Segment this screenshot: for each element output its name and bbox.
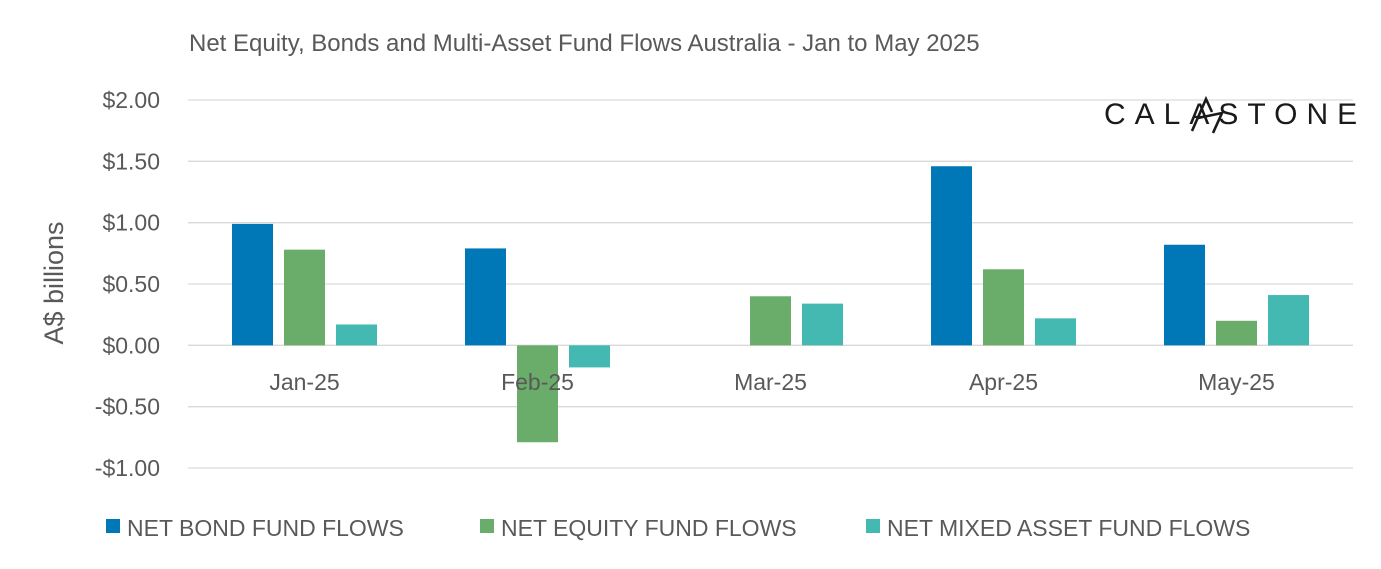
bar-net-bond-fund-flows-jan-25 [232,223,273,346]
legend-swatch [480,519,494,533]
y-tick-label: -$1.00 [95,455,160,481]
bar-net-bond-fund-flows-feb-25 [465,248,506,346]
y-axis-ticks: $2.00 $1.50 $1.00 $0.50 $0.00 -$0.50 -$1.00 [95,87,160,481]
bar-net-equity-fund-flows-may-25 [1216,320,1257,346]
bar-net-equity-fund-flows-jan-25 [284,249,325,346]
y-tick-label: $0.50 [102,271,160,297]
x-tick-label: Apr-25 [969,369,1038,395]
x-tick-label: May-25 [1198,369,1275,395]
chart-title: Net Equity, Bonds and Multi-Asset Fund F… [189,30,980,57]
bar-net-mixed-asset-fund-flows-mar-25 [802,303,843,346]
calastone-logo-mark [1190,95,1225,134]
bar-net-equity-fund-flows-mar-25 [750,296,791,346]
y-tick-label: -$0.50 [95,394,160,420]
legend-swatch [866,519,880,533]
x-tick-label: Mar-25 [734,369,807,395]
y-tick-label: $1.50 [102,148,160,174]
bar-net-bond-fund-flows-may-25 [1164,244,1205,346]
x-tick-label: Feb-25 [501,369,574,395]
x-axis-ticks: Jan-25 Feb-25 Mar-25 Apr-25 May-25 [269,369,1275,395]
bar-net-mixed-asset-fund-flows-apr-25 [1035,318,1076,346]
y-tick-label: $0.00 [102,332,160,358]
legend-label: NET BOND FUND FLOWS [127,515,404,541]
bar-net-equity-fund-flows-feb-25 [517,345,558,443]
x-tick-label: Jan-25 [269,369,339,395]
bar-net-mixed-asset-fund-flows-feb-25 [569,345,610,368]
bar-net-equity-fund-flows-apr-25 [983,269,1024,346]
y-tick-label: $2.00 [102,87,160,113]
calastone-logo: CALASTONE [1104,95,1366,134]
bar-net-bond-fund-flows-apr-25 [931,166,972,346]
legend-label: NET EQUITY FUND FLOWS [501,515,797,541]
legend-label: NET MIXED ASSET FUND FLOWS [887,515,1250,541]
bars [232,166,1309,443]
bar-net-mixed-asset-fund-flows-may-25 [1268,295,1309,346]
y-axis-label: A$ billions [39,221,69,344]
gridlines [188,99,1353,469]
y-tick-label: $1.00 [102,210,160,236]
bar-net-mixed-asset-fund-flows-jan-25 [336,324,377,346]
legend-swatch [106,519,120,533]
calastone-logo-text: CALASTONE [1104,98,1366,131]
legend: NET BOND FUND FLOWS NET EQUITY FUND FLOWS… [106,515,1250,541]
